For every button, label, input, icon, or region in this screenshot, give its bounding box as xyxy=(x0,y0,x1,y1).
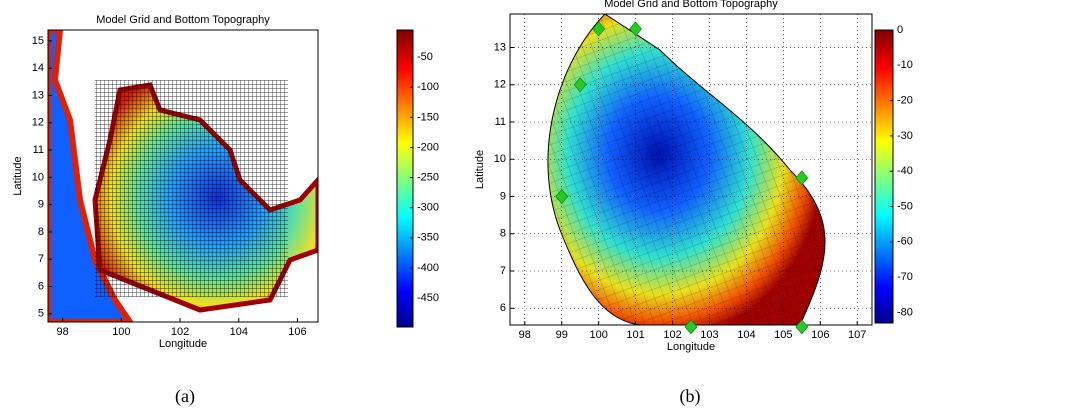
y-tick-label: 5 xyxy=(38,308,44,320)
x-tick-label: 100 xyxy=(112,326,130,338)
x-tick-label: 106 xyxy=(288,326,306,338)
x-tick-label: 99 xyxy=(556,329,568,341)
colorbar-tick-label: -40 xyxy=(897,165,913,177)
colorbar-tick-label: -80 xyxy=(897,306,913,318)
y-tick-label: 11 xyxy=(33,144,44,156)
caption: (b) xyxy=(680,386,701,407)
y-tick-label: 8 xyxy=(38,226,44,238)
colorbar-tick-label: -30 xyxy=(897,130,913,142)
x-tick-label: 104 xyxy=(737,329,755,341)
colorbar-tick-label: -50 xyxy=(897,200,913,212)
y-tick-label: 7 xyxy=(38,253,44,265)
y-tick-label: 9 xyxy=(38,199,44,211)
map-b xyxy=(547,14,826,325)
y-tick-label: 13 xyxy=(32,89,44,101)
chart-title: Model Grid and Bottom Topography xyxy=(604,0,778,10)
marker xyxy=(795,319,809,335)
colorbar-tick-label: -350 xyxy=(417,232,439,244)
y-axis-label: Latitude xyxy=(12,156,24,195)
y-tick-label: 6 xyxy=(38,280,44,292)
x-tick-label: 106 xyxy=(811,329,829,341)
caption: (a) xyxy=(175,386,195,407)
x-tick-label: 98 xyxy=(519,329,531,341)
marker xyxy=(795,170,809,186)
x-tick-label: 102 xyxy=(663,329,681,341)
x-tick-label: 107 xyxy=(848,329,866,341)
y-tick-label: 8 xyxy=(500,228,506,240)
axes-frame xyxy=(47,29,319,323)
colorbar xyxy=(874,29,894,324)
x-axis-label: Longitude xyxy=(667,341,715,353)
y-tick-label: 9 xyxy=(500,190,506,202)
x-tick-label: 98 xyxy=(57,326,69,338)
chart-title: Model Grid and Bottom Topography xyxy=(96,14,270,26)
x-tick-label: 100 xyxy=(589,329,607,341)
colorbar-tick-label: -150 xyxy=(417,111,439,123)
y-tick-label: 7 xyxy=(500,265,506,277)
x-tick-label: 104 xyxy=(230,326,248,338)
colorbar-tick-label: -400 xyxy=(417,262,439,274)
marker xyxy=(629,21,642,37)
colorbar-tick-label: -250 xyxy=(417,172,439,184)
colorbar-tick-label: 0 xyxy=(897,24,903,36)
colorbar-tick-label: -70 xyxy=(897,271,913,283)
y-tick-label: 13 xyxy=(494,41,506,53)
map-a xyxy=(48,30,318,322)
x-tick-label: 105 xyxy=(774,329,792,341)
y-tick-label: 6 xyxy=(500,302,506,314)
colorbar-tick-label: -10 xyxy=(897,59,913,71)
y-tick-label: 11 xyxy=(495,116,506,128)
x-tick-label: 101 xyxy=(626,329,644,341)
y-tick-label: 10 xyxy=(32,171,44,183)
colorbar-tick-label: -200 xyxy=(417,141,439,153)
y-tick-label: 10 xyxy=(494,153,506,165)
x-tick-label: 103 xyxy=(700,329,718,341)
colorbar-tick-label: -100 xyxy=(417,81,439,93)
y-tick-label: 14 xyxy=(32,62,44,74)
y-tick-label: 15 xyxy=(32,35,44,47)
colorbar-tick-label: -60 xyxy=(897,236,913,248)
colorbar xyxy=(396,29,414,328)
colorbar-tick-label: -450 xyxy=(417,292,439,304)
x-axis-label: Longitude xyxy=(159,338,207,350)
colorbar-tick-label: -20 xyxy=(897,95,913,107)
marker xyxy=(592,21,606,37)
marker xyxy=(684,319,698,335)
x-tick-label: 102 xyxy=(171,326,189,338)
y-axis-label: Latitude xyxy=(474,150,486,189)
y-tick-label: 12 xyxy=(494,79,506,91)
marker xyxy=(573,77,587,93)
colorbar-tick-label: -300 xyxy=(417,202,439,214)
y-tick-label: 12 xyxy=(32,117,44,129)
colorbar-tick-label: -50 xyxy=(417,51,433,63)
marker xyxy=(555,189,569,204)
